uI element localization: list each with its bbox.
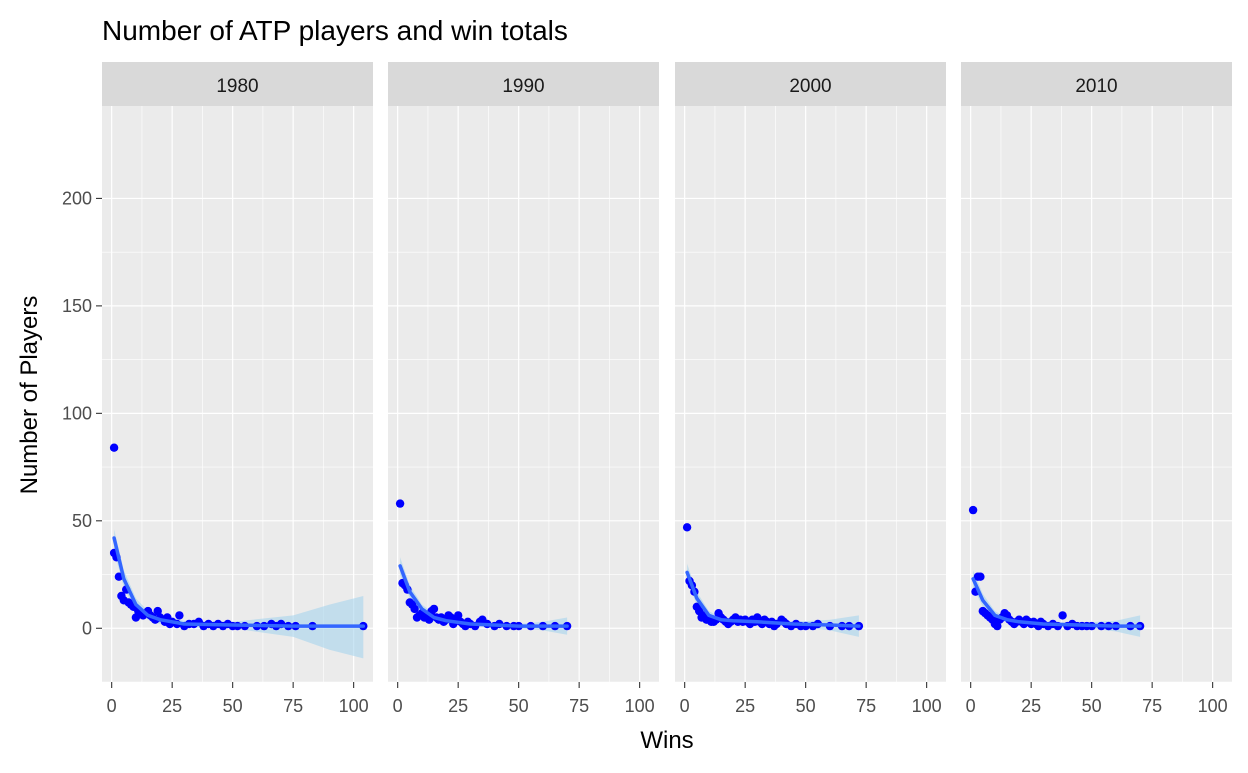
facet-panel-2000: 2000 0 25 50 75 100 <box>675 62 946 716</box>
panel-content <box>388 106 659 682</box>
facet-panel-2010: 2010 0 25 50 75 100 <box>961 62 1232 716</box>
x-tick-label: 50 <box>509 696 529 716</box>
panel-content <box>961 106 1232 682</box>
x-tick-label: 100 <box>339 696 369 716</box>
data-point <box>454 611 463 620</box>
fit-line <box>685 570 861 628</box>
facet-strip <box>675 62 946 106</box>
facet-strip-label: 1990 <box>502 76 544 97</box>
panel-content <box>102 106 373 682</box>
data-point <box>153 606 162 616</box>
data-point <box>429 604 439 614</box>
fit-line <box>398 564 569 628</box>
x-axis-label: Wins <box>640 727 693 754</box>
x-tick-label: 25 <box>448 696 468 716</box>
x-tick-label: 100 <box>1198 696 1228 716</box>
chart-title: Number of ATP players and win totals <box>102 15 568 46</box>
panel-background <box>675 106 946 682</box>
data-point <box>410 604 419 614</box>
x-tick-label: 75 <box>569 696 589 716</box>
x-tick-label: 50 <box>1082 696 1102 716</box>
x-tick-label: 75 <box>283 696 303 716</box>
data-point <box>109 443 119 452</box>
y-axis: 0 50 100 150 200 <box>62 188 102 638</box>
x-tick-label: 0 <box>680 696 690 716</box>
data-point <box>395 499 405 508</box>
facet-strip-label: 2010 <box>1075 76 1117 97</box>
data-point <box>175 611 184 620</box>
data-point <box>682 523 692 532</box>
fit-line <box>971 577 1142 628</box>
x-tick-label: 25 <box>735 696 755 716</box>
y-tick-label: 50 <box>72 511 92 531</box>
facet-strip-label: 2000 <box>789 76 831 97</box>
fit-line <box>112 536 366 628</box>
x-tick-label: 50 <box>796 696 816 716</box>
facet-strip <box>102 62 373 106</box>
facet-strip <box>961 62 1232 106</box>
data-point <box>976 572 985 581</box>
y-tick-label: 100 <box>62 403 92 423</box>
data-point <box>993 621 1002 631</box>
facet-strip <box>388 62 659 106</box>
x-tick-label: 0 <box>966 696 976 716</box>
facet-panel-1980: 1980 0 25 50 75 100 <box>102 62 373 716</box>
panel-background <box>102 106 373 682</box>
panel-background <box>961 106 1232 682</box>
y-axis-label: Number of Players <box>16 296 43 495</box>
panel-content <box>675 106 946 682</box>
x-tick-label: 75 <box>856 696 876 716</box>
x-tick-label: 75 <box>1142 696 1162 716</box>
data-point <box>1058 611 1067 620</box>
x-tick-label: 100 <box>912 696 942 716</box>
x-tick-label: 50 <box>223 696 243 716</box>
x-tick-label: 0 <box>393 696 403 716</box>
x-tick-label: 25 <box>1021 696 1041 716</box>
x-tick-label: 0 <box>107 696 117 716</box>
facet-panel-1990: 1990 0 25 50 75 100 <box>388 62 659 716</box>
y-tick-label: 0 <box>82 618 92 638</box>
x-tick-label: 25 <box>162 696 182 716</box>
panel-background <box>388 106 659 682</box>
data-point <box>968 505 978 515</box>
y-tick-label: 150 <box>62 296 92 316</box>
y-tick-label: 200 <box>62 188 92 208</box>
data-point <box>114 572 124 581</box>
x-tick-label: 100 <box>625 696 655 716</box>
facet-strip-label: 1980 <box>216 76 258 97</box>
